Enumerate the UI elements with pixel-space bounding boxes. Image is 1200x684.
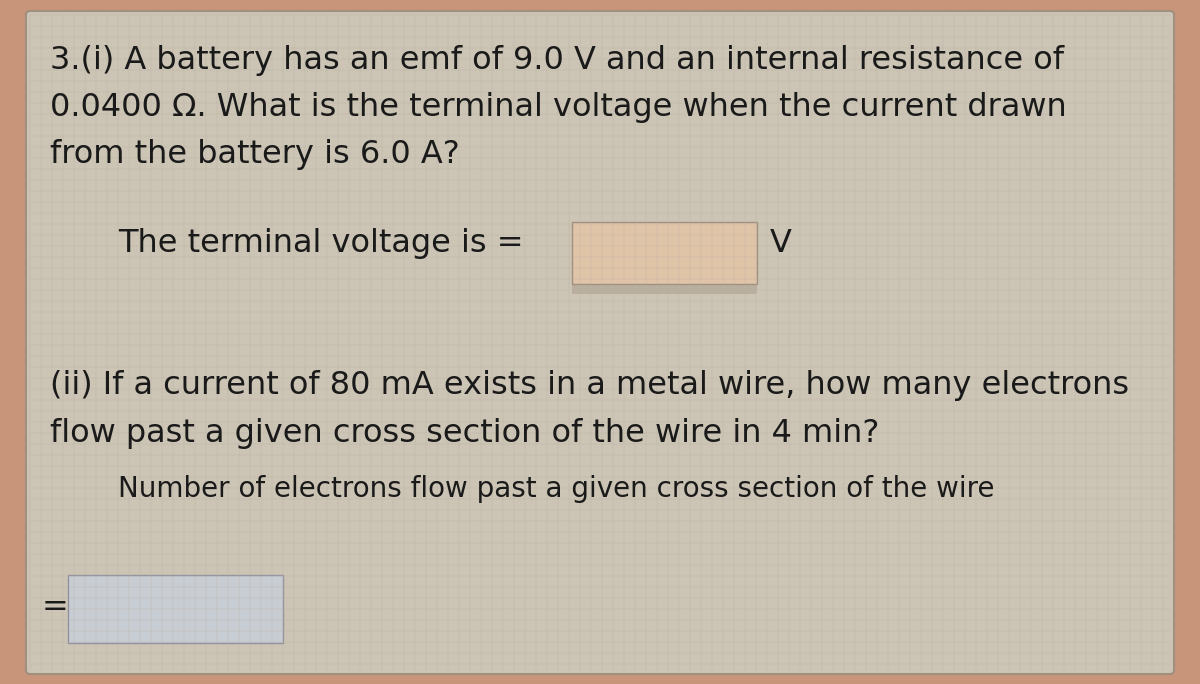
Text: from the battery is 6.0 A?: from the battery is 6.0 A? [50, 139, 460, 170]
Text: Number of electrons flow past a given cross section of the wire: Number of electrons flow past a given cr… [118, 475, 995, 503]
Text: 3.(i) A battery has an emf of 9.0 V and an internal resistance of: 3.(i) A battery has an emf of 9.0 V and … [50, 45, 1064, 76]
FancyBboxPatch shape [572, 284, 757, 294]
Text: =: = [42, 592, 68, 623]
Text: V: V [770, 228, 792, 259]
Text: (ii) If a current of 80 mA exists in a metal wire, how many electrons: (ii) If a current of 80 mA exists in a m… [50, 370, 1129, 401]
Text: 0.0400 Ω. What is the terminal voltage when the current drawn: 0.0400 Ω. What is the terminal voltage w… [50, 92, 1067, 123]
FancyBboxPatch shape [26, 11, 1174, 674]
FancyBboxPatch shape [572, 222, 757, 284]
Text: The terminal voltage is =: The terminal voltage is = [118, 228, 523, 259]
Text: flow past a given cross section of the wire in 4 min?: flow past a given cross section of the w… [50, 418, 880, 449]
FancyBboxPatch shape [68, 575, 283, 643]
